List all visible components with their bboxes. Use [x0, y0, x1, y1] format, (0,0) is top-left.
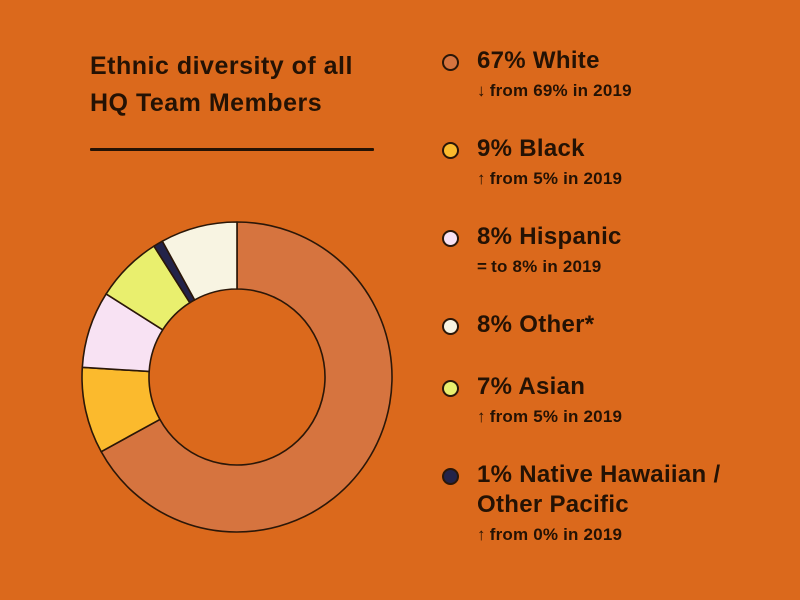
- legend-label: 67% White: [477, 47, 600, 74]
- legend: 67% White ↓ from 69% in 2019 9% Black ↑ from …: [442, 46, 754, 578]
- legend-item-white: 67% White ↓ from 69% in 2019: [442, 46, 754, 102]
- legend-main-row: 8% Other*: [442, 310, 754, 340]
- legend-main-row: 8% Hispanic: [442, 222, 754, 252]
- arrow-up-icon: ↑: [477, 169, 486, 188]
- donut-slice-other: [161, 221, 238, 301]
- legend-main-row: 1% Native Hawaiian / Other Pacific: [442, 460, 754, 520]
- donut-chart: [81, 221, 393, 533]
- legend-change: ↑ from 0% in 2019: [477, 525, 623, 544]
- legend-bullet-native-hawaiian: [442, 468, 459, 485]
- legend-label: 7% Asian: [477, 373, 586, 400]
- legend-item-black: 9% Black ↑ from 5% in 2019: [442, 134, 754, 190]
- legend-main-row: 67% White: [442, 46, 754, 76]
- legend-bullet-other: [442, 318, 459, 335]
- legend-main-row: 9% Black: [442, 134, 754, 164]
- legend-change: ↑ from 5% in 2019: [477, 169, 623, 188]
- arrow-up-icon: ↑: [477, 525, 486, 544]
- legend-bullet-black: [442, 142, 459, 159]
- arrow-up-icon: ↑: [477, 407, 486, 426]
- legend-item-hispanic: 8% Hispanic = to 8% in 2019: [442, 222, 754, 278]
- legend-bullet-hispanic: [442, 230, 459, 247]
- title-line-2: HQ Team Members: [90, 89, 323, 117]
- legend-main-row: 7% Asian: [442, 372, 754, 402]
- title-line-1: Ethnic diversity of all: [90, 52, 353, 80]
- title-underline: [90, 148, 374, 151]
- chart-title-block: Ethnic diversity of all HQ Team Members: [90, 48, 374, 151]
- legend-change: = to 8% in 2019: [477, 257, 602, 276]
- legend-bullet-white: [442, 54, 459, 71]
- legend-label: 8% Other*: [477, 311, 595, 338]
- donut-slice-white: [100, 221, 393, 533]
- legend-change: ↓ from 69% in 2019: [477, 81, 632, 100]
- legend-label: 8% Hispanic: [477, 223, 622, 250]
- legend-item-other: 8% Other*: [442, 310, 754, 340]
- arrow-down-icon: ↓: [477, 81, 486, 100]
- legend-label: 9% Black: [477, 135, 585, 162]
- legend-item-asian: 7% Asian ↑ from 5% in 2019: [442, 372, 754, 428]
- legend-item-native-hawaiian: 1% Native Hawaiian / Other Pacific ↑ from …: [442, 460, 754, 546]
- equals-icon: =: [477, 257, 488, 276]
- legend-change: ↑ from 5% in 2019: [477, 407, 623, 426]
- legend-label: 1% Native Hawaiian / Other Pacific: [477, 461, 721, 518]
- legend-bullet-asian: [442, 380, 459, 397]
